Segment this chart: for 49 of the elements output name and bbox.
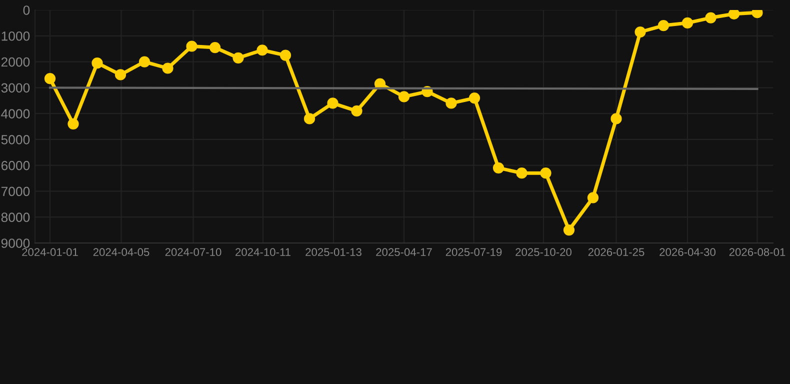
- point: [563, 224, 575, 236]
- point: [92, 58, 103, 69]
- y-tick-label: 0: [23, 6, 30, 15]
- point: [114, 69, 126, 80]
- y-tick-label: 6000: [1, 160, 30, 170]
- point: [446, 98, 457, 109]
- point: [540, 168, 552, 179]
- point: [587, 192, 599, 204]
- point: [492, 162, 504, 174]
- point: [162, 62, 174, 74]
- point: [280, 50, 292, 61]
- x-tick-label: 2026-01-25: [588, 248, 644, 256]
- x-tick-label: 2024-10-11: [236, 248, 290, 256]
- x-tick-label: 2024-07-10: [165, 248, 222, 256]
- point: [44, 73, 56, 84]
- point: [658, 20, 670, 32]
- point: [138, 56, 150, 68]
- x-tick-label: 2024-04-05: [93, 248, 150, 256]
- point: [232, 52, 244, 64]
- point: [705, 12, 716, 24]
- point: [728, 10, 740, 20]
- point: [634, 26, 646, 38]
- point: [209, 42, 221, 54]
- point: [256, 44, 268, 56]
- point: [351, 105, 362, 117]
- point: [610, 113, 622, 124]
- point: [327, 98, 338, 109]
- point: [398, 91, 410, 102]
- y-tick-label: 1000: [2, 31, 30, 41]
- y-tick-label: 9000: [1, 238, 30, 248]
- point: [468, 92, 480, 104]
- x-tick-label: 2025-01-13: [306, 248, 362, 256]
- point: [682, 17, 694, 28]
- point: [304, 113, 316, 124]
- y-tick-label: 2000: [1, 57, 30, 67]
- x-tick-label: 2026-08-01: [729, 248, 786, 256]
- point: [186, 40, 198, 52]
- x-tick-label: 2025-10-20: [516, 248, 572, 256]
- y-tick-label: 8000: [1, 212, 30, 222]
- y-tick-label: 5000: [1, 135, 30, 144]
- x-tick-label: 2025-07-19: [446, 248, 502, 256]
- y-tick-label: 4000: [1, 109, 30, 118]
- x-tick-label: 2024-01-01: [22, 248, 78, 256]
- point: [68, 118, 79, 130]
- y-tick-label: 3000: [1, 83, 30, 93]
- point: [516, 168, 528, 179]
- x-tick-label: 2026-04-30: [660, 248, 716, 256]
- y-tick-label: 7000: [1, 186, 30, 196]
- x-tick-label: 2025-04-17: [376, 248, 432, 256]
